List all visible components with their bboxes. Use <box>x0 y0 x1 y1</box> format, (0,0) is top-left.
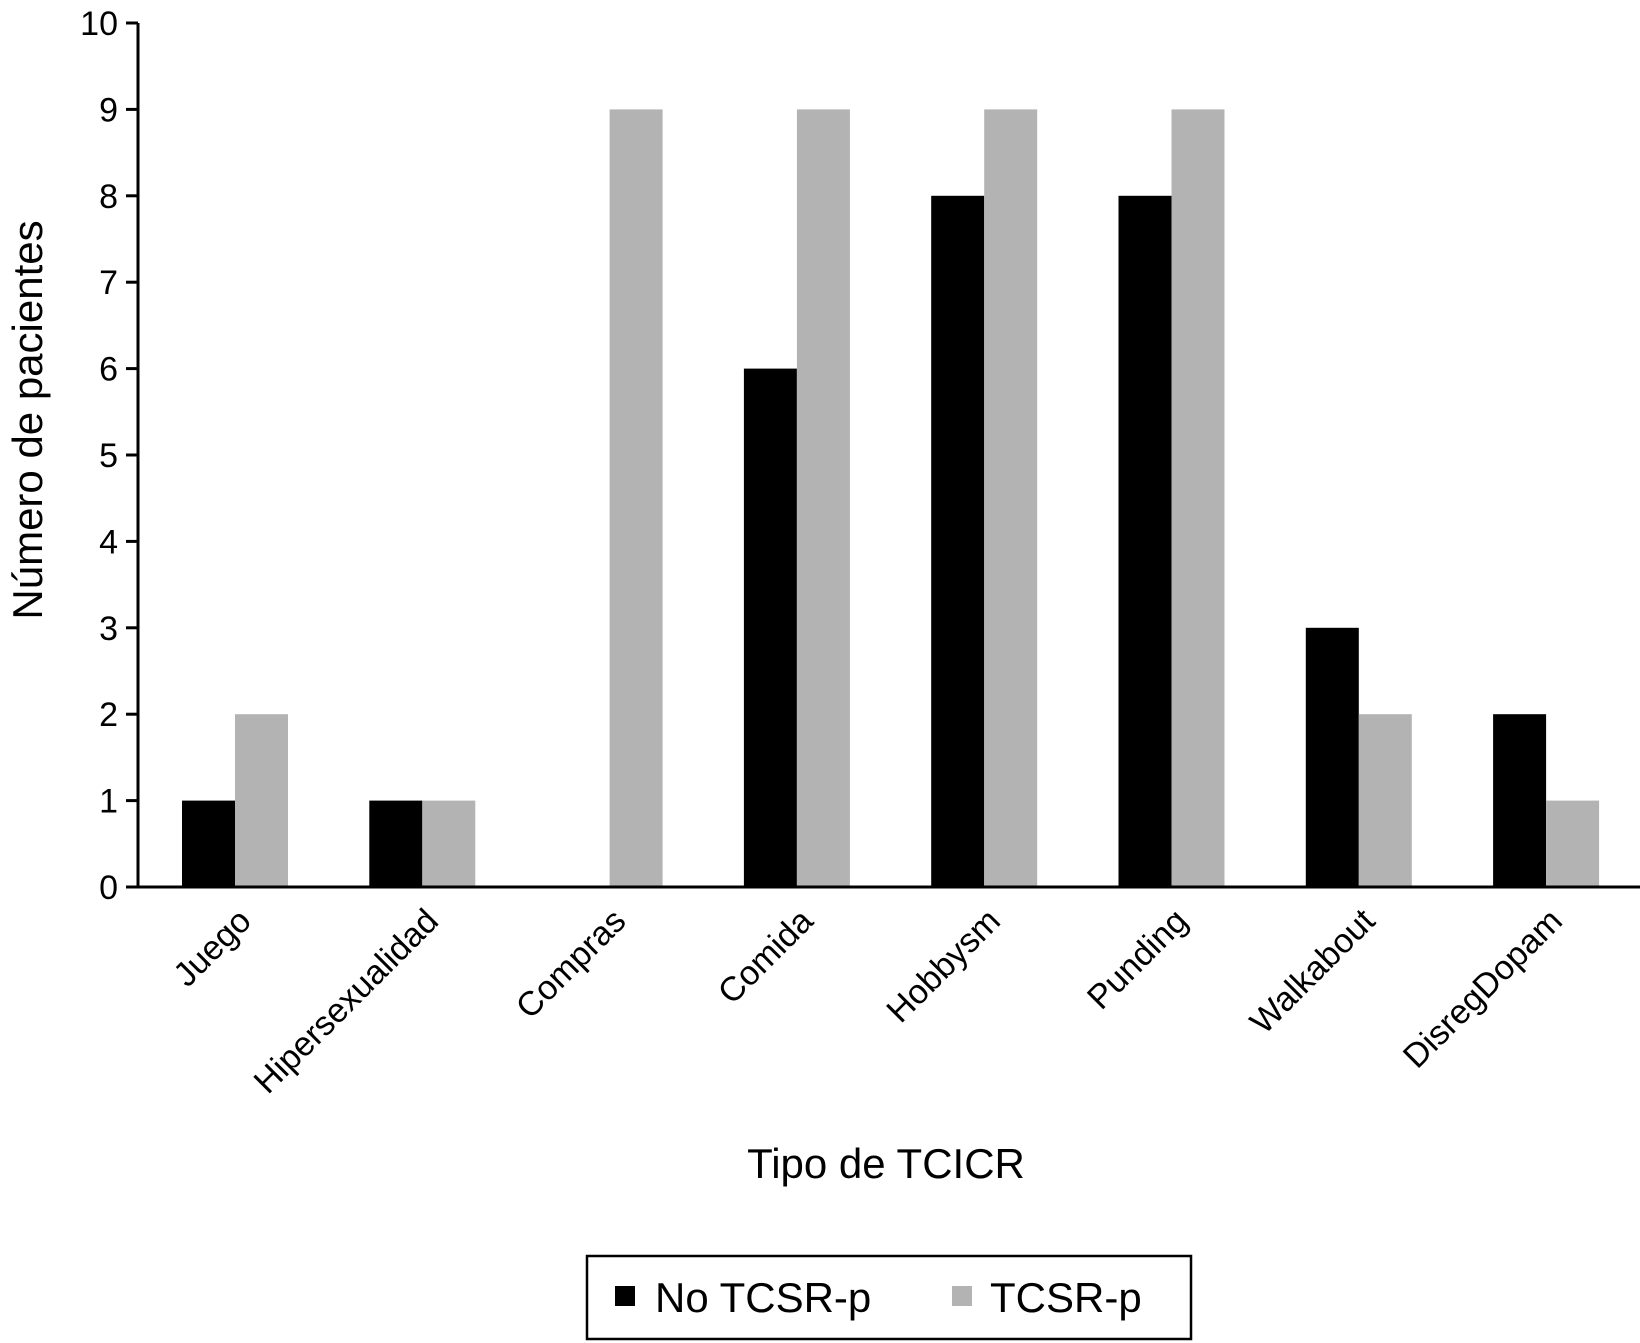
bars-group <box>182 109 1600 888</box>
y-tick-label: 8 <box>99 178 118 216</box>
x-category-label: Hobbysm <box>879 902 1007 1030</box>
y-tick-label: 7 <box>99 264 118 302</box>
y-tick-label: 1 <box>99 783 118 821</box>
x-category-label: Compras <box>509 902 633 1026</box>
legend-swatch-no-tcsr-p <box>615 1286 635 1306</box>
y-axis-ticks: 0 1 2 3 4 5 6 7 8 9 10 <box>80 5 138 907</box>
x-axis-title: Tipo de TCICR <box>747 1140 1025 1187</box>
bar-no-tcsr-p-comida <box>743 368 797 888</box>
bar-tcsr-p-walkabout <box>1358 714 1412 887</box>
legend-label-no-tcsr-p: No TCSR-p <box>655 1274 871 1321</box>
legend-box <box>585 1254 1193 1341</box>
x-category-label: Punding <box>1080 902 1195 1017</box>
bar-tcsr-p-juego <box>235 714 288 887</box>
y-tick-label: 5 <box>99 437 118 475</box>
bar-tcsr-p-punding <box>1171 109 1225 887</box>
bar-no-tcsr-p-punding <box>1118 195 1172 888</box>
bar-no-tcsr-p-disregdopam <box>1493 714 1547 887</box>
y-tick-label: 6 <box>99 351 118 389</box>
x-category-label: DisregDopam <box>1396 902 1570 1076</box>
y-tick-label: 10 <box>80 5 118 43</box>
y-tick-label: 9 <box>99 91 118 129</box>
y-tick-label: 4 <box>99 523 118 561</box>
x-category-label: Walkabout <box>1243 901 1383 1041</box>
bar-no-tcsr-p-juego <box>182 800 235 887</box>
legend: No TCSR-p TCSR-p <box>585 1254 1193 1341</box>
bar-tcsr-p-hipersexualidad <box>422 800 476 887</box>
bar-tcsr-p-hobbysm <box>984 109 1038 887</box>
y-tick-label: 2 <box>99 696 118 734</box>
x-category-label: Hipersexualidad <box>247 902 446 1101</box>
bar-tcsr-p-compras <box>609 109 663 887</box>
x-category-label: Comida <box>711 902 821 1012</box>
bar-tcsr-p-comida <box>796 109 850 887</box>
bar-tcsr-p-disregdopam <box>1546 800 1600 887</box>
y-tick-label: 3 <box>99 610 118 648</box>
y-axis-title: Número de pacientes <box>4 220 51 619</box>
bar-no-tcsr-p-hobbysm <box>931 195 985 888</box>
bar-no-tcsr-p-walkabout <box>1305 627 1359 887</box>
bar-no-tcsr-p-hipersexualidad <box>369 800 423 887</box>
legend-label-tcsr-p: TCSR-p <box>990 1274 1142 1321</box>
legend-swatch-tcsr-p <box>952 1286 972 1306</box>
y-tick-label: 0 <box>99 869 118 907</box>
x-category-label: Juego <box>166 902 258 994</box>
